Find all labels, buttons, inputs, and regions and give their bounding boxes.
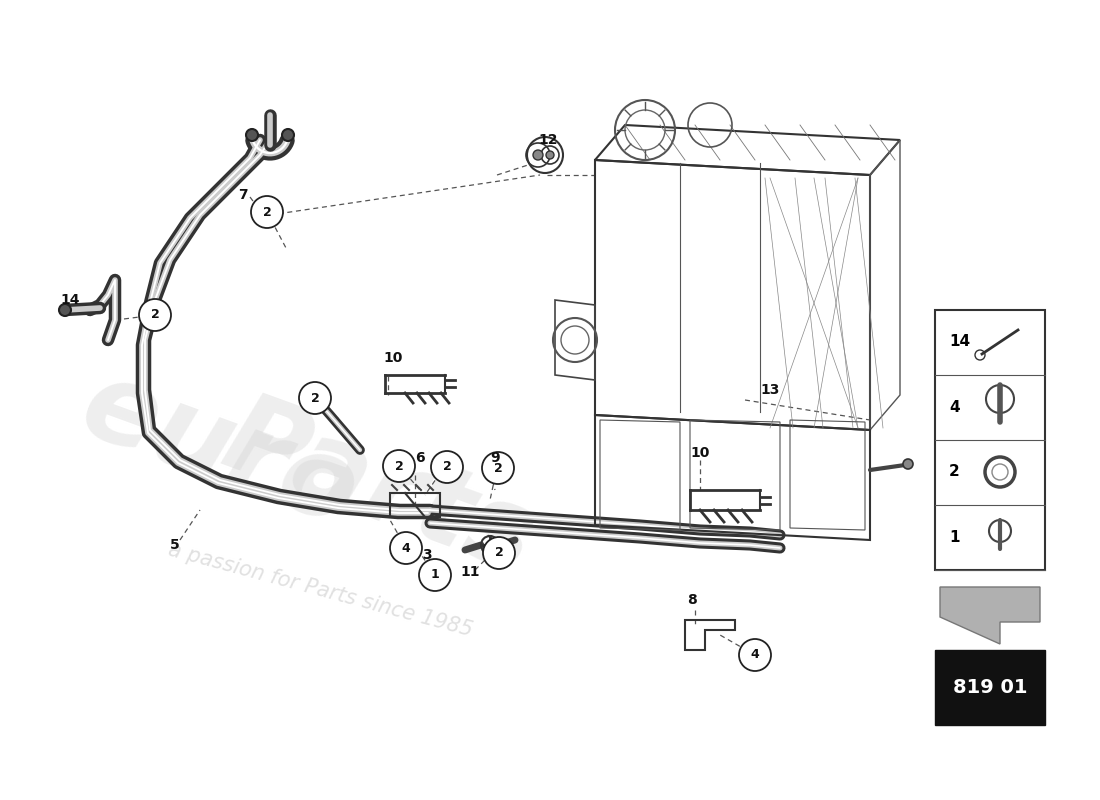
Circle shape: [483, 537, 515, 569]
Polygon shape: [940, 587, 1040, 644]
Text: 6: 6: [415, 451, 425, 465]
Circle shape: [246, 129, 258, 141]
Text: 10: 10: [691, 446, 710, 460]
Circle shape: [383, 450, 415, 482]
Text: 12: 12: [538, 133, 558, 147]
Text: 14: 14: [949, 334, 970, 350]
Circle shape: [59, 304, 72, 316]
Text: 1: 1: [430, 569, 439, 582]
Circle shape: [903, 459, 913, 469]
Circle shape: [482, 452, 514, 484]
Text: 9: 9: [490, 451, 499, 465]
Circle shape: [534, 150, 543, 160]
Text: 13: 13: [760, 383, 780, 397]
Text: 2: 2: [949, 465, 959, 479]
Text: 11: 11: [460, 565, 480, 579]
Text: 10: 10: [383, 351, 403, 365]
Text: 2: 2: [263, 206, 272, 218]
Circle shape: [546, 151, 554, 159]
Bar: [935, 310, 1045, 570]
Text: 2: 2: [151, 309, 160, 322]
Text: 2: 2: [310, 391, 319, 405]
Circle shape: [251, 196, 283, 228]
Text: 2: 2: [442, 461, 451, 474]
Text: 1: 1: [949, 530, 959, 545]
Text: 2: 2: [494, 462, 503, 474]
Circle shape: [431, 451, 463, 483]
Circle shape: [299, 382, 331, 414]
Text: 7: 7: [239, 188, 248, 202]
Text: 8: 8: [688, 593, 697, 607]
Circle shape: [739, 639, 771, 671]
Text: 4: 4: [949, 399, 959, 414]
Text: 5: 5: [170, 538, 179, 552]
Text: 3: 3: [422, 548, 432, 562]
Text: euro: euro: [67, 351, 373, 549]
Circle shape: [419, 559, 451, 591]
Bar: [935, 650, 1045, 725]
Circle shape: [282, 129, 294, 141]
Text: 14: 14: [60, 293, 80, 307]
Text: 2: 2: [395, 459, 404, 473]
Text: a passion for Parts since 1985: a passion for Parts since 1985: [166, 540, 474, 640]
Text: 819 01: 819 01: [953, 678, 1027, 697]
Text: Parts: Parts: [210, 385, 550, 595]
Text: 4: 4: [750, 649, 759, 662]
Text: 4: 4: [402, 542, 410, 554]
Text: 2: 2: [495, 546, 504, 559]
Circle shape: [390, 532, 422, 564]
Circle shape: [139, 299, 170, 331]
